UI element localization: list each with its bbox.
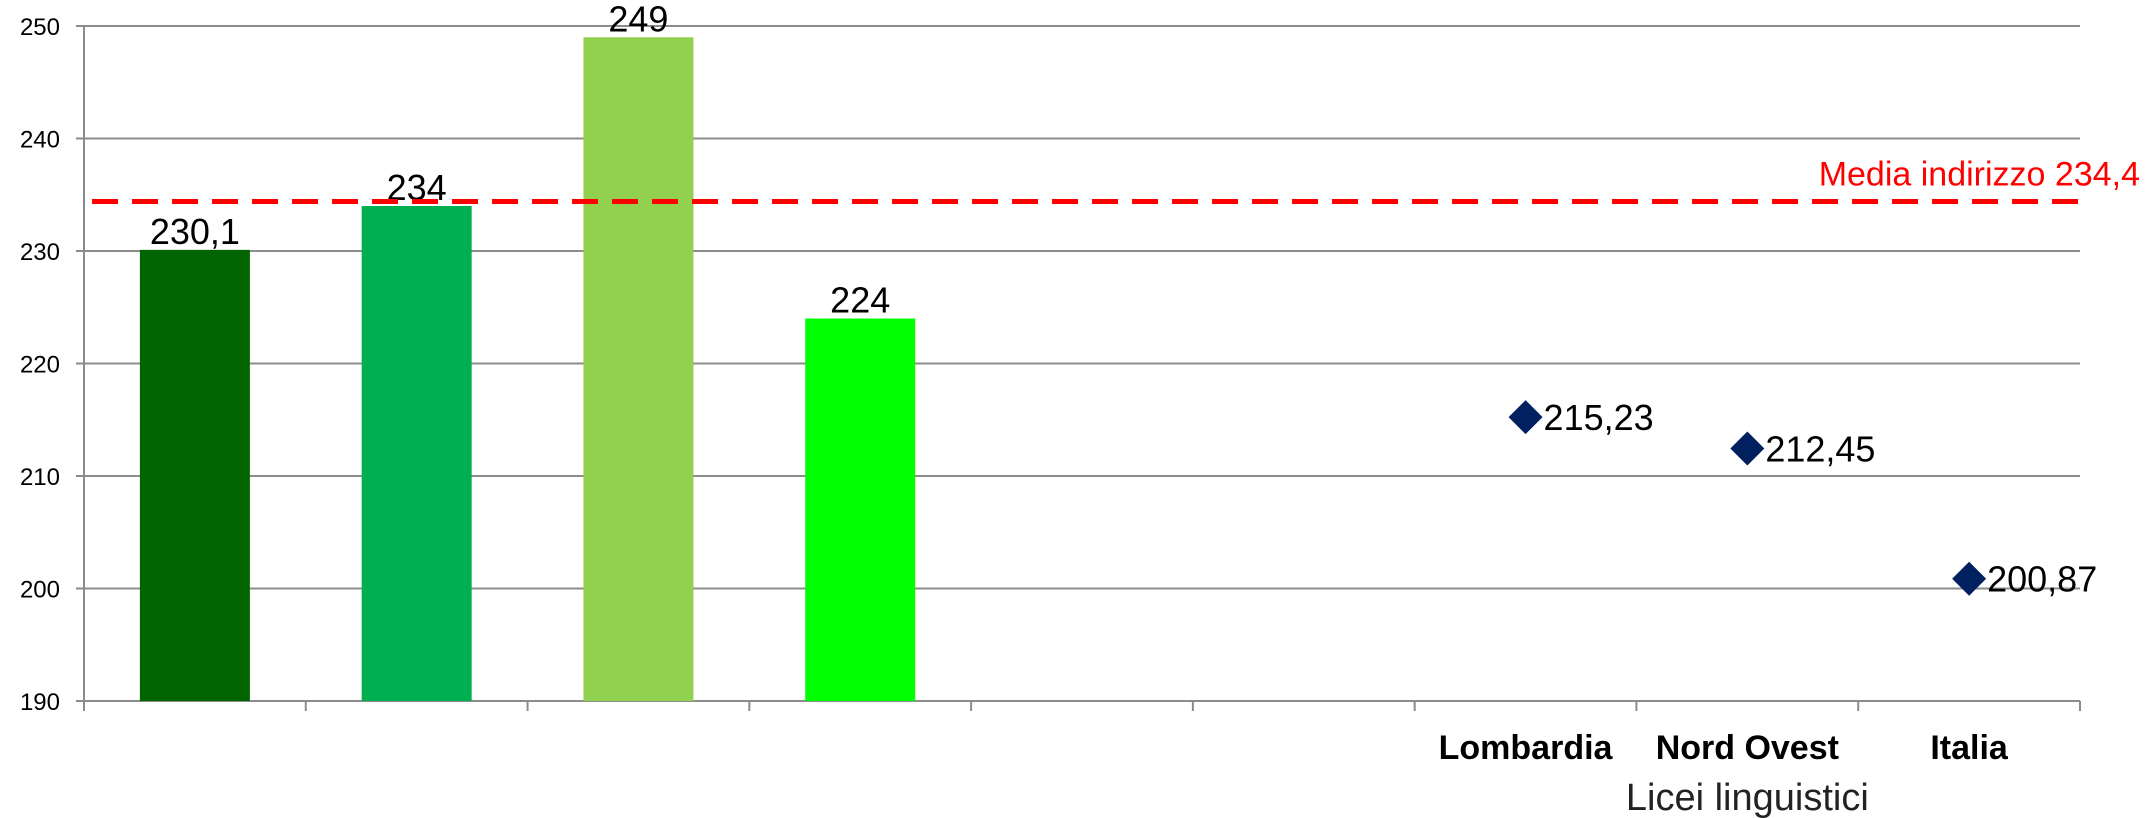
y-tick-label: 220 — [20, 352, 60, 379]
y-tick-label: 250 — [20, 14, 60, 41]
bar — [583, 37, 694, 701]
y-tick-label: 200 — [20, 577, 60, 604]
y-tick-label: 240 — [20, 127, 60, 154]
point-value-label: 212,45 — [1765, 428, 1875, 469]
bar-value-label: 224 — [830, 280, 890, 321]
point-marker — [1508, 400, 1543, 435]
x-category-label: Lombardia — [1439, 729, 1614, 767]
reference-line-group: Media indirizzo 234,4 — [92, 156, 2140, 204]
bar — [805, 318, 916, 701]
point-value-label: 200,87 — [1987, 559, 2097, 600]
point-marker — [1730, 431, 1765, 466]
x-category-label: Nord Ovest — [1656, 729, 1839, 767]
y-tick-label: 190 — [20, 689, 60, 716]
bar — [361, 206, 472, 701]
y-tick-label: 230 — [20, 239, 60, 266]
y-tick-label: 210 — [20, 464, 60, 491]
bar — [139, 249, 250, 701]
x-axis-title: Licei linguistici — [1626, 777, 1869, 818]
x-axis: Lombardia Nord Ovest Italia — [83, 26, 2081, 767]
bar-value-label: 230,1 — [150, 211, 240, 252]
bar-value-label: 249 — [608, 0, 668, 39]
y-axis-ticks: 190 200 210 220 230 240 250 — [20, 14, 84, 716]
point-value-label: 215,23 — [1544, 397, 1654, 438]
reference-line-label: Media indirizzo 234,4 — [1819, 156, 2140, 194]
x-category-label: Italia — [1930, 729, 2009, 767]
point-marker — [1952, 561, 1987, 596]
point-series: 215,23 212,45 200,87 — [1508, 397, 2097, 600]
